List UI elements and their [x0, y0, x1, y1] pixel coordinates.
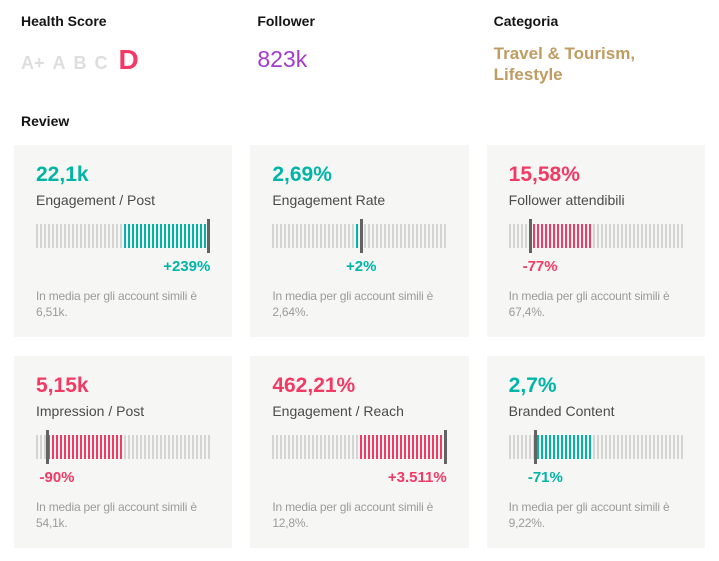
gauge-marker	[529, 218, 533, 253]
benchmark-gauge	[272, 429, 447, 464]
gauge-ticks	[272, 223, 447, 248]
delta-row: -71%	[509, 469, 683, 489]
metric-label: Engagement / Post	[36, 191, 156, 208]
review-section-title: Review	[21, 112, 70, 129]
gauge-ticks	[272, 434, 447, 459]
follower-section: Follower 823k	[250, 13, 468, 86]
delta-label: -90%	[39, 468, 75, 486]
health-score-label: Health Score	[21, 13, 107, 29]
metric-value: 15,58%	[508, 162, 580, 186]
health-grade-aplus: A+	[21, 53, 45, 73]
delta-row: +2%	[272, 258, 446, 278]
gauge-ticks	[508, 223, 683, 248]
categoria-section: Categoria Travel & Tourism, Lifestyle	[487, 13, 705, 86]
delta-row: +3.511%	[272, 468, 447, 489]
health-grade-a: A	[52, 53, 66, 73]
health-score-grades: A+ A B C D	[21, 44, 232, 76]
benchmark-note: In media per gli account simili è 9,22%.	[508, 499, 670, 531]
metric-card-4: 5,15k Impression / Post -90% In media pe…	[14, 355, 233, 548]
metric-card-6: 2,7% Branded Content -71% In media per g…	[486, 355, 705, 548]
categoria-label: Categoria	[493, 13, 559, 29]
gauge-ticks	[36, 434, 210, 459]
metric-label: Engagement / Reach	[272, 402, 404, 419]
gauge-ticks	[36, 223, 210, 248]
analytics-dashboard: Health Score A+ A B C D Follower 823k Catego…	[14, 13, 705, 548]
metric-card-3: 15,58% Follower attendibili -77% In medi…	[486, 144, 705, 337]
review-cards-grid: 22,1k Engagement / Post +239% In media p…	[14, 144, 705, 548]
delta-label: -77%	[522, 257, 558, 275]
gauge-marker	[359, 218, 363, 253]
benchmark-gauge	[36, 218, 211, 253]
benchmark-note: In media per gli account simili è 2,64%.	[272, 288, 434, 320]
metric-card-5: 462,21% Engagement / Reach +3.511% In me…	[250, 355, 469, 548]
health-grade-b: B	[73, 53, 87, 73]
health-score-section: Health Score A+ A B C D	[14, 13, 232, 86]
gauge-marker	[534, 429, 538, 464]
benchmark-note: In media per gli account simili è 67,4%.	[508, 288, 670, 320]
follower-count: 823k	[257, 46, 308, 72]
benchmark-note: In media per gli account simili è 54,1k.	[36, 499, 197, 531]
metric-label: Engagement Rate	[272, 191, 386, 208]
delta-label: +3.511%	[387, 468, 447, 486]
delta-row: -77%	[509, 258, 683, 278]
gauge-marker	[443, 429, 447, 464]
metric-card-2: 2,69% Engagement Rate +2% In media per g…	[250, 144, 469, 337]
gauge-marker	[46, 429, 50, 464]
metric-value: 462,21%	[272, 373, 356, 397]
delta-label: -71%	[527, 468, 563, 486]
delta-label: +2%	[346, 257, 377, 275]
header-stats: Health Score A+ A B C D Follower 823k Catego…	[14, 13, 705, 86]
benchmark-note: In media per gli account simili è 12,8%.	[272, 499, 434, 531]
follower-label: Follower	[257, 13, 315, 29]
metric-value: 5,15k	[36, 373, 89, 397]
categoria-value: Travel & Tourism, Lifestyle	[493, 44, 636, 85]
metric-value: 2,7%	[508, 373, 557, 397]
delta-row: +239%	[36, 258, 210, 278]
gauge-marker	[207, 218, 211, 253]
benchmark-gauge	[508, 429, 683, 464]
benchmark-gauge	[36, 429, 210, 464]
health-grade-c: C	[94, 53, 108, 73]
benchmark-gauge	[272, 218, 447, 253]
health-grade-d: D	[118, 44, 139, 75]
metric-label: Follower attendibili	[508, 191, 625, 208]
metric-label: Impression / Post	[36, 402, 145, 419]
metric-label: Branded Content	[508, 402, 615, 419]
metric-value: 2,69%	[272, 162, 332, 186]
delta-row: -90%	[36, 469, 210, 489]
gauge-ticks	[508, 434, 683, 459]
benchmark-gauge	[508, 218, 683, 253]
delta-label: +239%	[163, 257, 211, 275]
metric-value: 22,1k	[36, 162, 89, 186]
metric-card-1: 22,1k Engagement / Post +239% In media p…	[14, 144, 233, 337]
benchmark-note: In media per gli account simili è 6,51k.	[36, 288, 197, 320]
